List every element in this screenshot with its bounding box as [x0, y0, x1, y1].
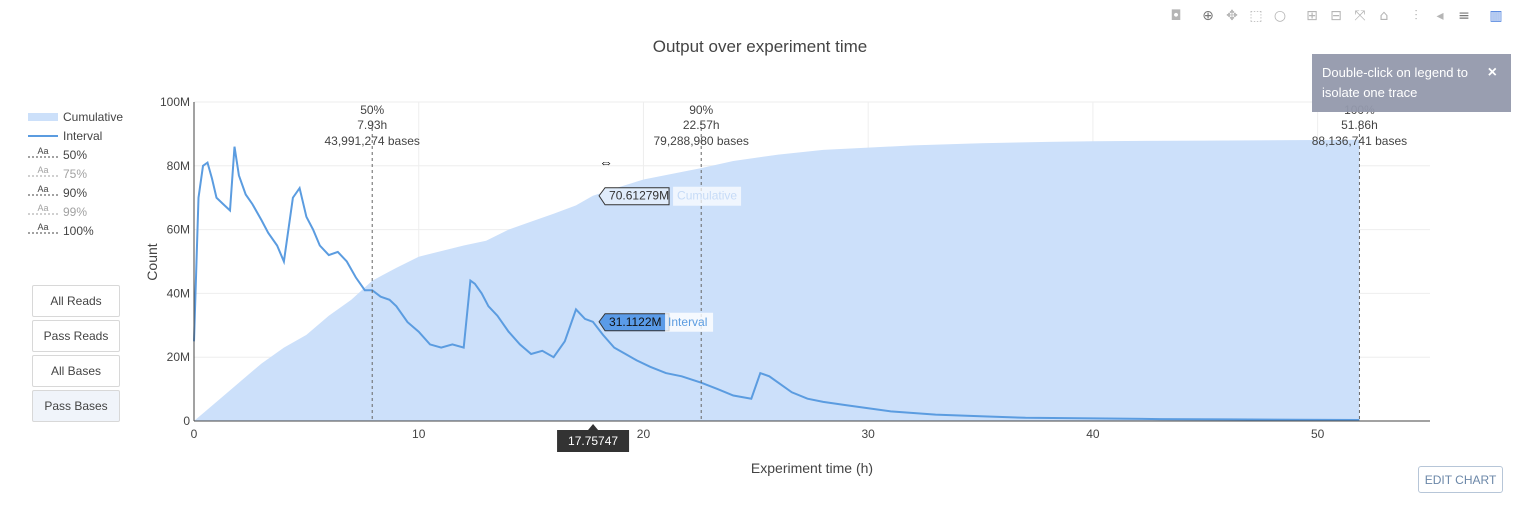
close-icon[interactable]: ×: [1487, 64, 1497, 81]
x-tick-label: 20: [637, 427, 651, 441]
plotly-logo-icon[interactable]: ▥: [1489, 8, 1503, 24]
y-tick-label: 40M: [167, 286, 190, 300]
annotation-bases: 43,991,274 bases: [324, 134, 419, 148]
y-tick-label: 100M: [160, 95, 190, 109]
lasso-icon[interactable]: ○: [1273, 8, 1287, 24]
y-tick-label: 80M: [167, 159, 190, 173]
zoom-in-icon[interactable]: ⊞: [1306, 8, 1318, 24]
axes: 0 20M 40M 60M 80M 100M 0 10 20 30 40 50: [160, 95, 1430, 441]
all-bases-button[interactable]: All Bases: [32, 355, 120, 387]
x-tick-label: 50: [1311, 427, 1325, 441]
legend-item[interactable]: Aa 90%: [28, 184, 87, 200]
y-tick-label: 60M: [167, 223, 190, 237]
legend-item[interactable]: Aa 100%: [28, 222, 94, 238]
legend-swatch: [28, 113, 58, 121]
hover-compare-icon[interactable]: ≡: [1458, 8, 1470, 24]
annotation-time: 7.93h: [357, 118, 387, 132]
legend-label: Cumulative: [63, 110, 123, 124]
x-axis-title: Experiment time (h): [751, 460, 873, 476]
legend-symbol: Aa: [37, 146, 48, 156]
legend-label: 75%: [63, 167, 87, 181]
annotation-time: 51.86h: [1341, 118, 1378, 132]
legend-label: 50%: [63, 148, 87, 162]
y-tick-label: 20M: [167, 350, 190, 364]
hover-closest-icon[interactable]: ◂: [1436, 8, 1444, 24]
legend-item[interactable]: Interval: [28, 129, 102, 143]
annotation-label: 50%: [360, 103, 384, 117]
interval-line[interactable]: [193, 146, 1360, 421]
pass-bases-button[interactable]: Pass Bases: [32, 390, 120, 422]
camera-icon[interactable]: ◘: [1170, 8, 1182, 24]
legend-label: Interval: [63, 129, 102, 143]
x-tick-label: 10: [412, 427, 426, 441]
cumulative-hover-name-bg: [673, 186, 742, 206]
autoscale-icon[interactable]: ⤧: [1354, 8, 1366, 24]
legend-symbol: Aa: [37, 165, 48, 175]
hover-labels: 17.75747 70.61279M Cumulative 31.1122M Inter…: [557, 186, 742, 452]
y-tick-label: 0: [183, 414, 190, 428]
cumulative-area[interactable]: [194, 139, 1360, 422]
legend-item[interactable]: Aa 50%: [28, 146, 87, 162]
x-tick-label: 0: [191, 427, 198, 441]
legend-item[interactable]: Aa 99%: [28, 203, 87, 219]
pass-reads-button[interactable]: Pass Reads: [32, 320, 120, 352]
y-axis-title: Count: [144, 243, 160, 280]
resize-cursor-icon: ⇔: [599, 154, 613, 170]
x-tick-label: 30: [862, 427, 876, 441]
legend-item[interactable]: Aa 75%: [28, 165, 87, 181]
cumulative-hover-name: Cumulative: [677, 189, 737, 203]
interval-hover-value: 31.1122M: [609, 315, 661, 329]
zoom-out-icon[interactable]: ⊟: [1330, 8, 1342, 24]
legend-label: 100%: [63, 224, 94, 238]
legend-label: 90%: [63, 186, 87, 200]
legend-label: 99%: [63, 205, 87, 219]
notifier-toast: Double-click on legend to isolate one tr…: [1312, 54, 1511, 112]
threshold-annotations: 50%7.93h 43,991,274 bases 90%22.57h 79,288,…: [324, 103, 1407, 148]
legend-symbol: Aa: [37, 222, 48, 232]
threshold-lines: [371, 122, 1360, 421]
box-select-icon[interactable]: ⬚: [1249, 8, 1263, 24]
spike-lines-icon[interactable]: ⫶: [1414, 8, 1418, 24]
annotation-bases: 88,136,741 bases: [1312, 134, 1407, 148]
interval-hover-name: Interval: [668, 315, 707, 329]
annotation-label: 90%: [689, 103, 713, 117]
home-icon[interactable]: ⌂: [1379, 8, 1389, 24]
chart-title: Output over experiment time: [653, 37, 867, 56]
zoom-icon[interactable]: ⊕: [1202, 8, 1214, 24]
annotation-time: 22.57h: [683, 118, 720, 132]
x-tick-label: 40: [1086, 427, 1100, 441]
notifier-text: Double-click on legend to isolate one tr…: [1322, 65, 1468, 100]
all-reads-button[interactable]: All Reads: [32, 285, 120, 317]
x-hover-label: 17.75747: [568, 434, 618, 448]
edit-chart-button[interactable]: EDIT CHART: [1418, 466, 1503, 493]
interval-hover-name-bg: [665, 312, 714, 332]
x-hover-box: [557, 424, 630, 452]
legend-symbol: Aa: [37, 203, 48, 213]
legend-symbol: Aa: [37, 184, 48, 194]
pan-icon[interactable]: ✥: [1226, 8, 1238, 24]
cumulative-hover-value: 70.61279M: [609, 189, 669, 203]
cumulative-hover-box: [598, 187, 670, 206]
annotation-bases: 79,288,980 bases: [653, 134, 748, 148]
legend-item[interactable]: Cumulative: [28, 110, 123, 124]
